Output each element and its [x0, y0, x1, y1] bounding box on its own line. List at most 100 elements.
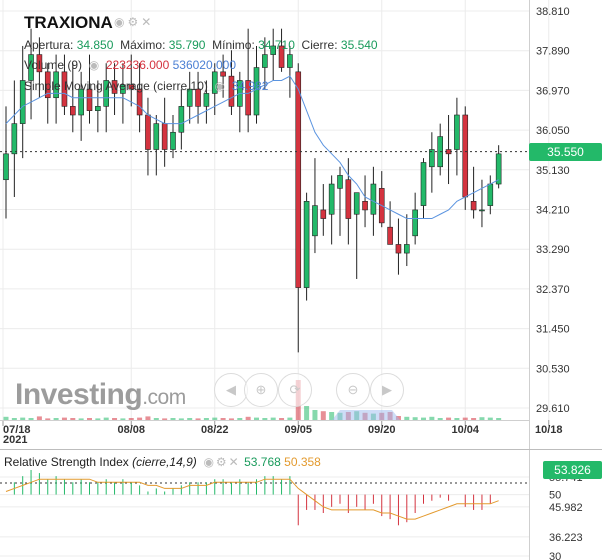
candle-body — [420, 162, 427, 206]
rsi-tick-label: 36.223 — [549, 532, 583, 544]
y-tick-label: 36.050 — [536, 125, 570, 137]
volume-bar — [78, 418, 84, 420]
eye-icon[interactable]: ◉ — [214, 79, 226, 93]
candle-body — [337, 175, 343, 189]
candle-body — [487, 183, 494, 206]
arrow-left-icon[interactable]: ◀ — [214, 373, 248, 407]
candle — [462, 106, 469, 210]
candle — [320, 184, 327, 236]
candle-body — [145, 114, 151, 150]
candle-body — [345, 179, 352, 219]
candle — [328, 175, 335, 245]
header-icons: ◉⚙✕ — [114, 15, 154, 29]
eye-icon[interactable]: ◉ — [114, 15, 128, 29]
candle — [178, 89, 185, 150]
candle — [278, 28, 285, 72]
x-tick-sublabel: 2021 — [3, 434, 27, 446]
candle-body — [161, 123, 168, 150]
candle-body — [153, 123, 160, 150]
candle — [445, 114, 452, 185]
candle — [479, 179, 485, 228]
candle-body — [262, 54, 268, 68]
candle-body — [470, 201, 477, 211]
candle-body — [245, 80, 251, 116]
zoom-out-icon[interactable]: ⊖ — [336, 373, 370, 407]
volume-bar — [270, 417, 276, 420]
x-tick-label: 08/08 — [117, 424, 145, 436]
volume-bar — [95, 418, 101, 420]
volume-bar — [446, 417, 452, 420]
candle — [186, 71, 193, 124]
volume-bar — [137, 417, 143, 420]
low-value: 34.710 — [258, 38, 295, 52]
zoom-in-icon[interactable]: ⊕ — [244, 373, 278, 407]
volume-bar — [412, 417, 418, 420]
candle — [153, 114, 160, 176]
x-tick-label: 08/22 — [201, 424, 229, 436]
candle — [61, 54, 68, 115]
x-tick-label: 10/18 — [535, 424, 563, 436]
rsi-current-box: 53.826 — [543, 461, 602, 479]
arrow-right-icon[interactable]: ▶ — [370, 373, 404, 407]
candle-body — [3, 153, 9, 181]
reset-icon[interactable]: ⟳ — [278, 373, 312, 407]
sma-line — [5, 75, 499, 220]
candle-body — [320, 209, 327, 219]
sma-legend: Simple Moving Average (cierre,10) ◉ 34.9… — [24, 79, 268, 93]
volume-bar — [162, 418, 168, 420]
candle — [403, 214, 410, 267]
candle — [3, 106, 9, 219]
rsi-value-2: 50.358 — [284, 455, 321, 469]
volume-bar — [496, 418, 502, 420]
volume-value-2: 536020.000 — [172, 58, 237, 72]
y-tick-label: 29.610 — [536, 403, 570, 415]
sma-label: Simple Moving Average (cierre,10) — [24, 79, 208, 93]
candle — [86, 54, 93, 124]
candle — [303, 192, 310, 301]
candle-body — [195, 88, 201, 107]
volume-bar — [237, 418, 243, 420]
candle — [220, 54, 226, 98]
x-tick-label: 09/05 — [284, 424, 312, 436]
candle — [287, 45, 293, 98]
eye-icon[interactable]: ◉ — [88, 58, 100, 72]
rsi-header-icons[interactable]: ◉⚙✕ — [203, 455, 241, 469]
candle-body — [495, 153, 502, 185]
rsi-line — [5, 478, 499, 520]
volume-bar — [128, 418, 134, 420]
candle-body — [61, 71, 68, 107]
volume-bar — [153, 418, 159, 420]
candle-body — [270, 45, 277, 55]
volume-bar — [279, 418, 285, 420]
close-icon[interactable]: ✕ — [141, 15, 155, 29]
volume-bar — [103, 417, 109, 420]
high-value: 35.790 — [168, 38, 206, 52]
candle-body — [128, 84, 135, 90]
volume-bar — [87, 418, 92, 420]
y-tick-label: 31.450 — [536, 324, 570, 336]
volume-bar — [404, 416, 410, 420]
candle — [53, 54, 59, 124]
volume-bar — [203, 418, 209, 420]
gear-icon[interactable]: ⚙ — [127, 15, 142, 29]
volume-bar — [11, 418, 17, 420]
y-tick-label: 36.970 — [536, 85, 570, 97]
candle-body — [44, 71, 51, 99]
candle — [95, 80, 101, 133]
candle — [245, 28, 251, 133]
high-label: Máximo: — [120, 38, 166, 52]
volume-bar — [178, 418, 184, 420]
candle — [395, 218, 402, 275]
volume-bar — [487, 417, 493, 420]
y-tick-label: 37.890 — [536, 46, 570, 58]
candle-body — [78, 88, 84, 116]
candle-body — [454, 114, 460, 150]
candle — [120, 63, 126, 124]
candle-body — [36, 54, 43, 73]
candle-body — [103, 80, 109, 107]
y-tick-label: 32.370 — [536, 284, 570, 296]
y-axis-ticks: 38.810 37.890 36.970 36.050 35.130 34.210 33.2… — [536, 6, 570, 415]
candle — [78, 71, 84, 141]
